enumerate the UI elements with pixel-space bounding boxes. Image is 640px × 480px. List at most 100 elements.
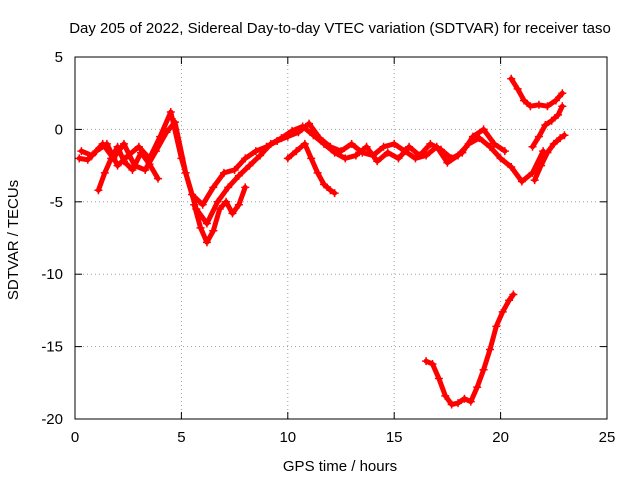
data-point: [558, 89, 567, 98]
data-point: [520, 96, 529, 105]
data-point: [298, 122, 307, 131]
series-trace: [508, 76, 565, 109]
data-point: [107, 154, 116, 163]
chart-title: Day 205 of 2022, Sidereal Day-to-day VTE…: [69, 20, 611, 37]
data-point: [145, 160, 154, 169]
data-point: [543, 148, 552, 157]
data-point: [475, 134, 484, 143]
y-axis-label: SDTVAR / TECUs: [5, 180, 22, 300]
data-point: [466, 397, 475, 406]
data-point: [228, 209, 237, 218]
data-point: [113, 161, 122, 170]
data-point: [119, 157, 128, 166]
data-point: [190, 200, 199, 209]
data-point: [222, 197, 231, 206]
data-point: [330, 148, 339, 157]
series-arc-e: [283, 139, 339, 198]
data-point: [473, 383, 482, 392]
data-point: [330, 189, 339, 198]
data-point: [411, 154, 420, 163]
data-point: [554, 110, 563, 119]
data-point: [405, 142, 414, 151]
series-arc-d: [190, 183, 250, 247]
data-point: [251, 147, 260, 156]
data-point: [560, 131, 569, 140]
data-point: [162, 128, 171, 137]
data-point: [209, 183, 218, 192]
data-point: [517, 177, 526, 186]
data-point: [202, 219, 211, 228]
data-point: [394, 154, 403, 163]
data-point: [460, 394, 469, 403]
data-point: [256, 151, 265, 160]
data-point: [153, 174, 162, 183]
data-point: [534, 132, 543, 141]
data-point: [234, 200, 243, 209]
data-point: [485, 142, 494, 151]
data-point: [305, 119, 314, 128]
data-point: [507, 163, 516, 172]
data-point: [498, 307, 507, 316]
data-point: [307, 154, 316, 163]
data-point: [98, 139, 107, 148]
data-point: [428, 359, 437, 368]
data-point: [551, 96, 560, 105]
data-point: [241, 183, 250, 192]
data-point: [468, 132, 477, 141]
data-point: [543, 102, 552, 111]
data-point: [362, 142, 371, 151]
data-point: [541, 121, 550, 130]
data-point: [134, 142, 143, 151]
data-point: [441, 391, 450, 400]
data-point: [443, 158, 452, 167]
data-point: [300, 139, 309, 148]
data-point: [390, 139, 399, 148]
series-trace: [285, 141, 338, 196]
data-point: [83, 155, 92, 164]
data-point: [379, 142, 388, 151]
data-point: [500, 147, 509, 156]
data-point: [100, 168, 109, 177]
data-point: [373, 157, 382, 166]
data-point: [234, 171, 243, 180]
data-point: [166, 108, 175, 117]
data-point: [537, 161, 546, 170]
data-point: [556, 134, 565, 143]
data-point: [558, 102, 567, 111]
series-arc-c: [94, 142, 162, 195]
data-point: [171, 118, 180, 127]
y-tick-label: 0: [55, 121, 63, 138]
data-point: [94, 186, 103, 195]
y-tick-label: -10: [41, 266, 63, 283]
x-axis-label: GPS time / hours: [283, 458, 397, 475]
data-point: [447, 400, 456, 409]
data-point: [215, 205, 224, 214]
data-point: [447, 154, 456, 163]
data-point: [351, 151, 360, 160]
data-point: [141, 165, 150, 174]
data-point: [283, 154, 292, 163]
series-arc-g: [528, 102, 567, 151]
data-point: [415, 151, 424, 160]
data-point: [509, 290, 518, 299]
data-point: [245, 161, 254, 170]
y-tick-label: -20: [41, 411, 63, 428]
data-point: [479, 125, 488, 134]
axis-ticks: 0 5 10 15 20 25 -20 -15 -10 -5 0 5: [41, 49, 615, 446]
x-tick-label: 10: [279, 429, 296, 446]
y-tick-label: -15: [41, 339, 63, 356]
x-tick-label: 5: [177, 429, 185, 446]
plot-border: [74, 56, 608, 420]
x-tick-label: 20: [492, 429, 509, 446]
data-point: [383, 148, 392, 157]
data-point: [313, 168, 322, 177]
data-point: [75, 154, 84, 163]
data-point: [458, 148, 467, 157]
data-point: [437, 145, 446, 154]
data-point: [241, 154, 250, 163]
data-point: [309, 131, 318, 140]
data-point: [219, 168, 228, 177]
data-point: [319, 139, 328, 148]
data-point: [119, 139, 128, 148]
